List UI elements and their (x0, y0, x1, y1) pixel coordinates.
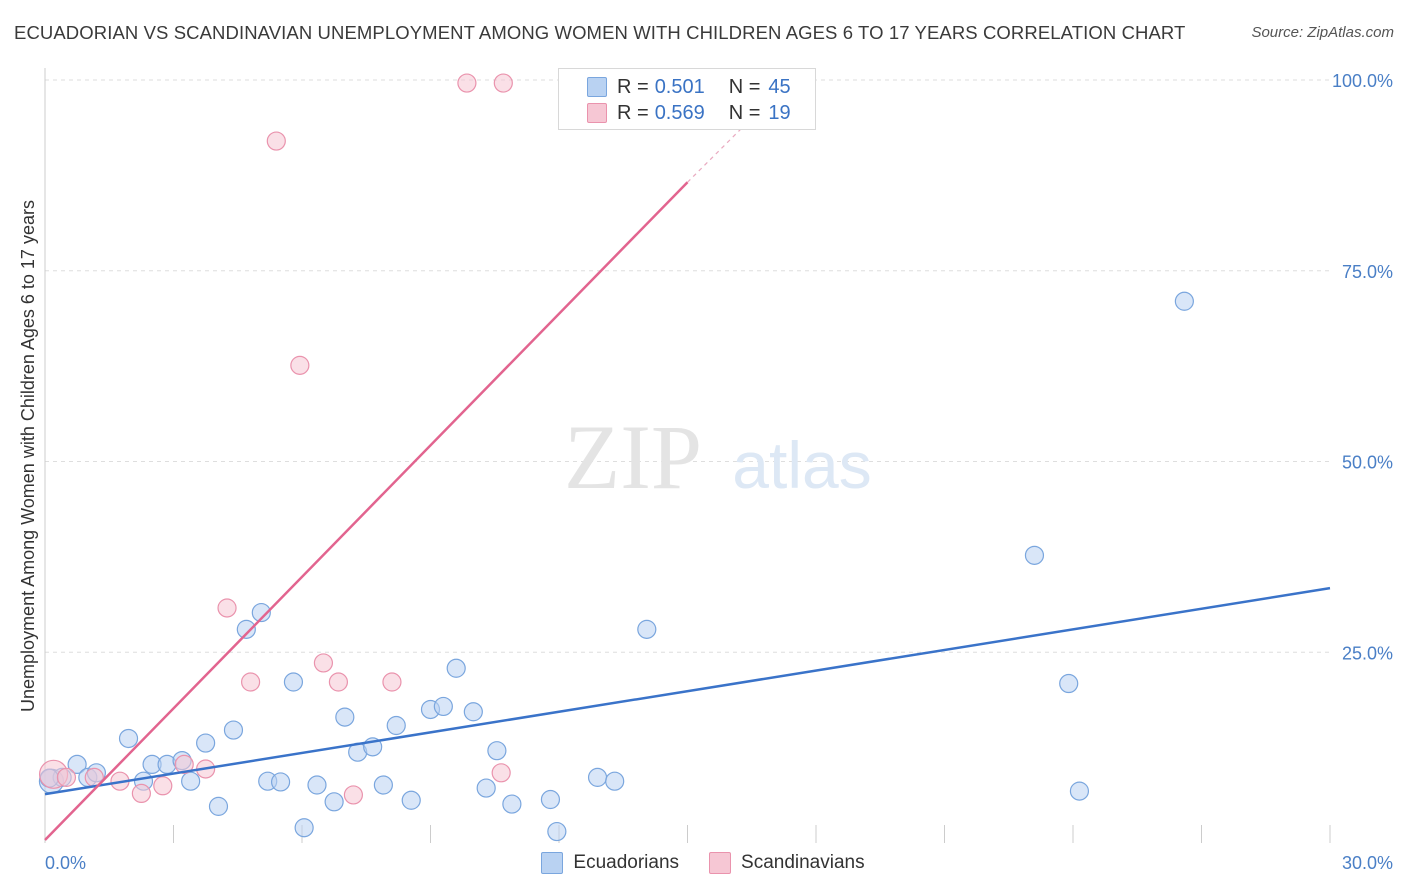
ecuadorians-point (1059, 673, 1079, 694)
r-label: R = (617, 75, 649, 98)
ecuadorians-point (283, 672, 304, 692)
x-tick-label-max: 30.0% (1342, 853, 1393, 873)
scandinavians-point (491, 763, 511, 783)
scandinavians-points (38, 73, 513, 805)
axes (44, 68, 1331, 843)
grid-lines (45, 79, 1330, 653)
ecuadorians-point (181, 771, 201, 791)
legend-item-scandinavians[interactable]: Scandinavians (709, 852, 865, 874)
ecuadorians-point (1174, 291, 1194, 311)
ecuadorians-point (236, 619, 256, 639)
ecuadorians-point (118, 728, 139, 749)
ecuadorians-legend-swatch (541, 852, 564, 874)
scandinavians-point (56, 767, 77, 787)
ecuadorians-point (433, 696, 453, 717)
ecuadorians-point (476, 778, 496, 798)
ecuadorians-point (637, 619, 657, 639)
ecuadorians-point (605, 771, 625, 791)
watermark-atlas: atlas (732, 428, 871, 502)
x-tick-label-min: 0.0% (45, 853, 86, 873)
ecuadorians-point (547, 821, 567, 842)
ecuadorians-point (335, 707, 355, 727)
ecuadorians-point (251, 602, 271, 623)
y-tick-label: 100.0% (1332, 71, 1393, 91)
legend-row-scandinavians: R = 0.569 N = 19 (587, 100, 791, 126)
y-axis-label: Unemployment Among Women with Children A… (18, 200, 38, 712)
scandinavians-point (131, 783, 151, 804)
ecuadorians-point (324, 792, 344, 812)
ecuadorians-points (38, 291, 1194, 842)
scandinavians-point (343, 785, 363, 805)
ecuadorians-point (502, 794, 522, 814)
scandinavians-swatch (587, 103, 607, 123)
scandinavians-n-value: 19 (768, 101, 791, 124)
ecuadorians-point (587, 767, 608, 787)
ecuadorians-point (373, 775, 393, 795)
y-tick-label: 25.0% (1342, 643, 1393, 663)
watermark-zip: ZIP (564, 406, 702, 508)
ecuadorians-point (208, 796, 229, 816)
ecuadorians-legend-label: Ecuadorians (573, 852, 680, 873)
ecuadorians-point (401, 790, 421, 810)
scandinavians-point (174, 754, 194, 775)
axis-labels: 25.0% 50.0% 75.0% 100.0% 0.0% 30.0% Unemployme… (18, 71, 1393, 873)
ecuadorians-point (294, 818, 314, 838)
scandinavians-point (266, 131, 286, 151)
scandinavians-point (457, 73, 477, 93)
ecuadorians-swatch (587, 77, 607, 97)
ecuadorians-point (446, 658, 466, 678)
y-tick-label: 50.0% (1342, 453, 1393, 473)
scandinavians-legend-label: Scandinavians (741, 852, 865, 873)
ecuadorians-point (67, 754, 87, 775)
ecuadorians-point (463, 702, 483, 722)
scandinavians-point (382, 672, 402, 692)
scandinavians-r-value: 0.569 (654, 101, 705, 124)
scandinavians-point (290, 355, 310, 375)
scandinavians-point (328, 672, 349, 692)
ecuadorians-point (540, 789, 561, 810)
ecuadorians-point (196, 733, 216, 753)
ecuadorians-point (1024, 545, 1045, 565)
scandinavians-point (313, 653, 334, 673)
ecuadorians-r-value: 0.501 (654, 75, 705, 98)
correlation-legend: R = 0.501 N = 45 R = 0.569 N = 19 (558, 68, 816, 130)
ecuadorians-point (1069, 781, 1090, 801)
watermark: ZIP atlas (564, 406, 872, 508)
legend-item-ecuadorians[interactable]: Ecuadorians (541, 852, 679, 874)
ecuadorians-n-value: 45 (768, 75, 791, 98)
n-label: N = (728, 75, 761, 98)
y-tick-label: 75.0% (1342, 262, 1393, 282)
scandinavians-point (241, 672, 261, 692)
scandinavians-point (493, 73, 513, 93)
chart-title: ECUADORIAN VS SCANDINAVIAN UNEMPLOYMENT … (14, 22, 1186, 43)
legend-row-ecuadorians: R = 0.501 N = 45 (587, 74, 791, 100)
ecuadorians-point (307, 775, 327, 795)
ecuadorians-point (223, 720, 244, 740)
scandinavians-point (153, 776, 173, 796)
r-label: R = (617, 101, 649, 124)
series-legend: Ecuadorians Scandinavians (0, 852, 1406, 874)
ecuadorians-point (487, 741, 507, 761)
n-label: N = (728, 101, 761, 124)
scandinavians-point (217, 598, 237, 618)
scandinavians-legend-swatch (709, 852, 732, 874)
ecuadorians-point (386, 715, 406, 736)
ecuadorians-trend-line (44, 586, 1331, 796)
scandinavians-trend-line (44, 181, 689, 841)
source-label: Source: ZipAtlas.com (1251, 24, 1394, 41)
ecuadorians-point (270, 772, 291, 792)
